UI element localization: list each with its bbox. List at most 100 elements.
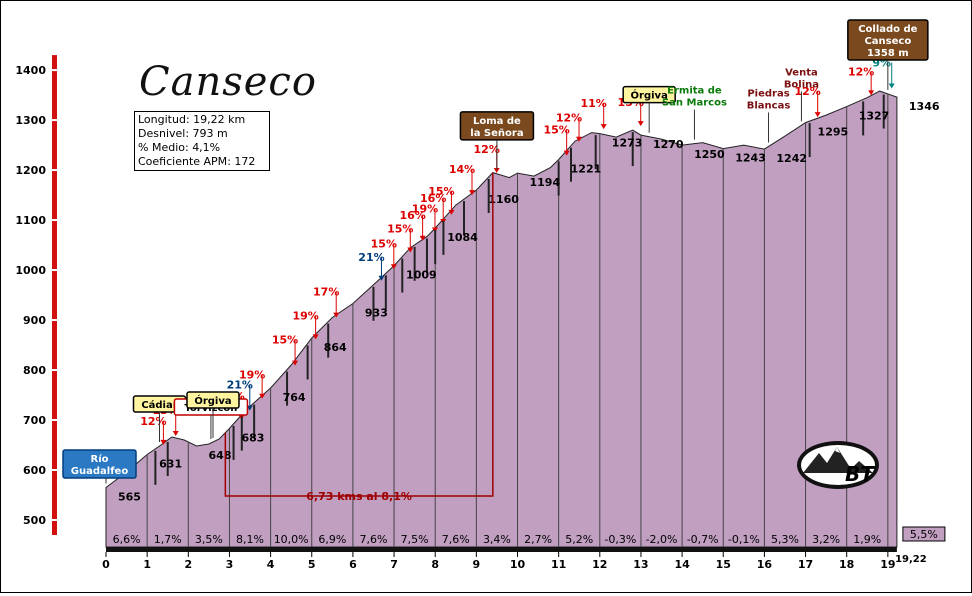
steep-arrow-head [407,247,414,253]
x-tick-label: 12 [592,558,607,571]
stat-climb: Desnivel: 793 m [138,127,228,140]
steep-gradient-label: 15% [428,185,454,198]
segment-gradient-label: -0,1% [728,533,760,546]
steep-arrow-head [312,334,319,340]
x-tick-label: 14 [674,558,690,571]
place-label-text: Guadalfeo [71,466,129,477]
x-tick-label: 16 [757,558,773,571]
altitude-label: 1194 [530,176,561,189]
steep-gradient-label: 16% [420,192,446,205]
segment-gradient-label: 7,6% [359,533,387,546]
x-tick-label: 1 [143,558,151,571]
segment-gradient-label: 1,7% [154,533,182,546]
steep-gradient-label: 15% [387,223,413,236]
segment-gradient-label: -2,0% [646,533,678,546]
altitude-label: 1273 [612,137,643,150]
segment-gradient-label: 3,4% [483,533,511,546]
altitude-label: 683 [241,432,264,445]
steep-arrow-head [814,112,821,118]
steep-arrow-head [390,264,397,270]
x-tick-label: 8 [431,558,439,571]
x-tick-label: 9 [473,558,481,571]
segment-gradient-label: 5,2% [565,533,593,546]
place-label-text: San Marcos [662,98,727,109]
place-label-text: Loma de [473,116,521,127]
steep-arrow-head [292,360,299,366]
x-tick-label: 13 [633,558,648,571]
y-tick-label: 1300 [15,114,46,127]
altitude-label: 864 [324,341,347,354]
segment-gradient-label: 10,0% [274,533,309,546]
altitude-label: 933 [365,307,388,320]
place-label-text: Piedras [747,88,789,99]
steep-arrow-head [493,167,500,173]
x-tick-label: 5 [308,558,316,571]
place-label-text: Río [91,453,109,465]
segment-gradient-label: -0,3% [604,533,636,546]
place-label-text: Órgiva [194,394,231,407]
altitude-label: 1346 [909,100,940,113]
chart-title: Canseco [139,59,317,105]
segment-gradient-label: 5,3% [771,533,799,546]
stat-avg-gradient: % Medio: 4,1% [138,141,221,154]
steep-gradient-label: 14% [449,163,475,176]
y-tick-label: 900 [23,314,46,327]
climb-bracket [224,172,494,497]
altitude-label: 565 [118,491,141,504]
segment-gradient-label: 1,9% [853,533,881,546]
steep-arrow-head [563,150,570,156]
altitude-label: 1327 [859,110,890,123]
segment-gradient-label: 6,6% [113,533,141,546]
steep-arrow-head [575,136,582,142]
segment-gradient-label: 7,5% [401,533,429,546]
x-tick-label: 11 [551,558,566,571]
y-tick-label: 1400 [15,64,46,77]
climb-bracket-label: 6,73 kms al 8,1% [306,490,412,503]
altitude-label: 764 [283,391,306,404]
steep-gradient-label: 16% [399,209,425,222]
x-tick-label: 7 [390,558,398,571]
x-tick-label: 10 [510,558,526,571]
altitude-label: 631 [159,458,182,471]
y-tick-label: 600 [23,464,46,477]
steep-gradient-label: 12% [556,112,582,125]
segment-gradient-label: 3,5% [195,533,223,546]
profile-area [105,90,898,548]
steep-arrow-head [419,235,426,241]
steep-arrow-head [600,124,607,130]
steep-gradient-label: 19% [412,203,438,216]
steep-gradient-label: 12% [848,65,874,78]
stat-apm: Coeficiente APM: 172 [138,155,256,168]
altitude-label: 1243 [735,152,766,165]
steep-arrow-head [259,393,266,399]
place-label-box [62,449,137,479]
steep-arrow-head [246,405,253,411]
place-label-text: 1358 m [867,48,909,59]
place-label-text: Cádiar [141,399,177,411]
steep-gradient-label: 15% [272,334,298,347]
x-tick-label: 17 [798,558,813,571]
x-tick-label: 2 [184,558,192,571]
steep-gradient-label: 21% [227,379,253,392]
altitude-label: 1250 [694,148,725,161]
y-tick-label: 500 [23,514,46,527]
altitude-label: 1160 [488,193,519,206]
x-tick-label: 4 [267,558,275,571]
x-tick-label: 6 [349,558,357,571]
stats-box: Longitud: 19,22 km Desnivel: 793 m % Med… [134,111,270,171]
steep-arrow-head [172,431,179,437]
steep-gradient-label: 15% [543,124,569,137]
place-label-text: Bolina [784,79,819,90]
steep-gradient-label: 21% [358,251,384,264]
steep-gradient-label: 19% [239,369,265,382]
place-label-text: la Señora [470,128,523,139]
segment-gradient-label: 8,1% [236,533,264,546]
steep-gradient-label: 19% [292,309,318,322]
bt-logo: BT [797,441,879,489]
steep-arrow-head [160,439,167,445]
steep-gradient-label: 15% [371,237,397,250]
x-tick-label: 15 [716,558,731,571]
steep-arrow-head [378,275,385,281]
x-tick-label: 18 [839,558,854,571]
